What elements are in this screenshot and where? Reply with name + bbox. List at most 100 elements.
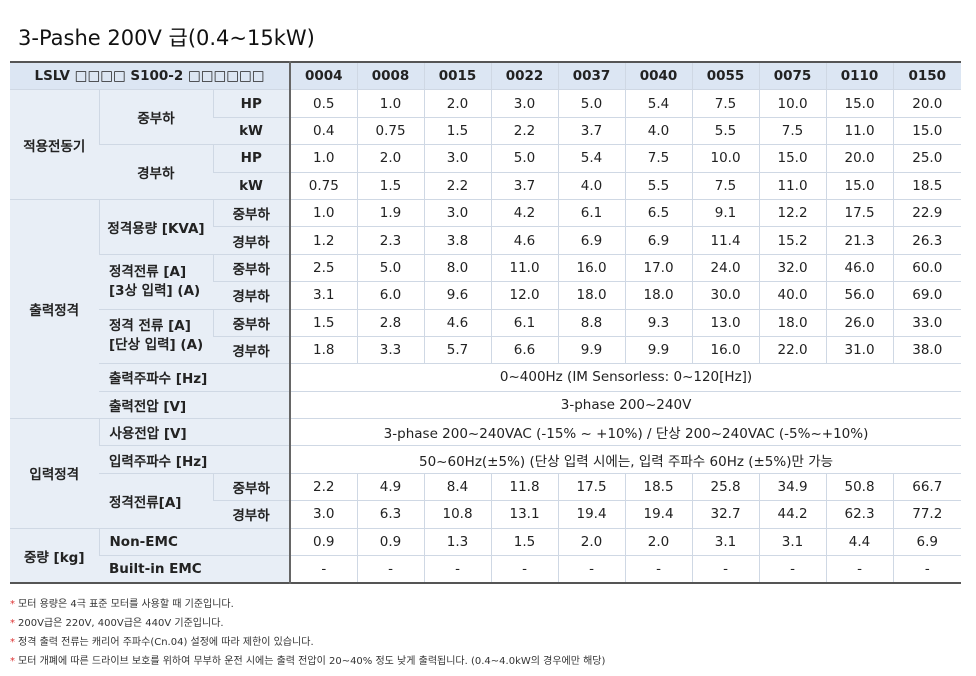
footnote: * 모터 개폐에 따른 드라이브 보호를 위하여 무부하 운전 시에는 출력 전압… bbox=[10, 652, 605, 671]
sub-label-rated-current-3ph: 정격전류 [A] [3상 입력] (A) bbox=[99, 254, 213, 310]
group-label-weight: 중량 [kg] bbox=[10, 528, 99, 584]
group-label-applied-motor: 적용전동기 bbox=[10, 89, 99, 200]
model-column-header: 0015 bbox=[423, 62, 492, 91]
table-cell: 11.0 bbox=[490, 254, 559, 283]
table-cell: 6.9 bbox=[892, 528, 962, 557]
table-cell: 17.5 bbox=[825, 199, 894, 228]
footnote-marker: * bbox=[10, 637, 15, 648]
table-row: 경부하 3.0 6.3 10.8 13.1 19.4 19.4 32.7 44.2 62.3 77… bbox=[10, 500, 962, 529]
table-cell: - bbox=[490, 555, 559, 584]
table-cell: 5.5 bbox=[691, 117, 760, 146]
table-cell: 3.0 bbox=[490, 89, 559, 118]
table-cell: 34.9 bbox=[758, 473, 827, 502]
table-cell: 5.0 bbox=[557, 89, 626, 118]
table-cell: 2.5 bbox=[289, 254, 358, 283]
table-cell: 50.8 bbox=[825, 473, 894, 502]
sub-label-builtin-emc: Built-in EMC bbox=[99, 555, 292, 584]
footnote-marker: * bbox=[10, 656, 15, 667]
table-cell: 3.0 bbox=[423, 199, 492, 228]
table-cell: 12.2 bbox=[758, 199, 827, 228]
table-cell: 25.8 bbox=[691, 473, 760, 502]
table-cell: 8.4 bbox=[423, 473, 492, 502]
table-cell: 1.5 bbox=[289, 309, 358, 337]
model-column-header: 0055 bbox=[691, 62, 760, 91]
table-cell: 4.0 bbox=[624, 117, 693, 146]
table-cell: - bbox=[825, 555, 894, 584]
sub-label-input-voltage: 사용전압 [V] bbox=[98, 418, 292, 447]
table-cell: 9.1 bbox=[691, 199, 760, 228]
table-cell: 30.0 bbox=[691, 281, 760, 310]
table-cell: - bbox=[624, 555, 693, 584]
duty-label-heavy: 경부하 bbox=[213, 336, 292, 365]
table-cell: - bbox=[289, 555, 358, 584]
input-frequency-value: 50~60Hz(±5%) (단상 입력 시에는, 입력 주파수 60Hz (±5… bbox=[289, 445, 962, 474]
table-cell: 18.0 bbox=[758, 309, 827, 337]
table-cell: 4.9 bbox=[356, 473, 425, 502]
table-cell: 3.1 bbox=[691, 528, 760, 557]
table-cell: - bbox=[691, 555, 760, 584]
table-cell: 21.3 bbox=[825, 226, 894, 255]
output-frequency-value: 0~400Hz (IM Sensorless: 0~120[Hz]) bbox=[289, 363, 962, 392]
model-column-header: 0008 bbox=[356, 62, 425, 91]
footnote: * 모터 용량은 4극 표준 모터를 사용할 때 기준입니다. bbox=[10, 595, 605, 614]
table-row: 출력전압 [V] 3-phase 200~240V bbox=[10, 391, 962, 420]
sub-label-heavy-duty: 경부하 bbox=[99, 144, 213, 200]
table-cell: 77.2 bbox=[892, 500, 962, 529]
table-cell: 3.1 bbox=[758, 528, 827, 557]
table-row: 정격 전류 [A] [단상 입력] (A) 중부하 1.5 2.8 4.6 6.1 8.… bbox=[10, 309, 962, 365]
table-cell: 8.8 bbox=[557, 309, 626, 337]
table-cell: 2.2 bbox=[289, 473, 358, 502]
table-cell: 19.4 bbox=[557, 500, 626, 529]
table-row: Built-in EMC ---------- bbox=[10, 555, 962, 584]
table-cell: 3.1 bbox=[289, 281, 358, 310]
table-cell: 20.0 bbox=[825, 144, 894, 173]
footnote-marker: * bbox=[10, 618, 15, 629]
table-cell: 18.0 bbox=[557, 281, 626, 310]
table-cell: - bbox=[356, 555, 425, 584]
table-cell: 5.0 bbox=[490, 144, 559, 173]
table-row: 경부하 1.8 3.3 5.7 6.6 9.9 9.9 16.0 22.0 31.0 38.0 bbox=[10, 336, 962, 365]
table-cell: 1.5 bbox=[356, 172, 425, 200]
table-cell: 15.0 bbox=[892, 117, 962, 146]
unit-label-kw: kW bbox=[213, 172, 292, 200]
table-cell: 6.9 bbox=[557, 226, 626, 255]
table-cell: 32.0 bbox=[758, 254, 827, 283]
table-cell: 4.6 bbox=[423, 309, 492, 337]
group-label-output-rating: 출력정격 bbox=[10, 199, 99, 420]
table-cell: 22.0 bbox=[758, 336, 827, 365]
table-cell: 16.0 bbox=[691, 336, 760, 365]
table-cell: 16.0 bbox=[557, 254, 626, 283]
footnotes: * 모터 용량은 4극 표준 모터를 사용할 때 기준입니다. * 200V급은 2… bbox=[10, 595, 605, 671]
table-row: 경부하 3.1 6.0 9.6 12.0 18.0 18.0 30.0 40.0 56.0 69.… bbox=[10, 281, 962, 310]
table-cell: 11.0 bbox=[758, 172, 827, 200]
table-cell: 3.3 bbox=[356, 336, 425, 365]
footnote: * 200V급은 220V, 400V급은 440V 기준입니다. bbox=[10, 614, 605, 633]
table-cell: 44.2 bbox=[758, 500, 827, 529]
table-cell: 1.9 bbox=[356, 199, 425, 228]
table-cell: 38.0 bbox=[892, 336, 962, 365]
table-cell: 2.0 bbox=[356, 144, 425, 173]
table-cell: 25.0 bbox=[892, 144, 962, 173]
duty-label-normal: 중부하 bbox=[212, 254, 292, 283]
table-cell: 2.2 bbox=[423, 172, 492, 200]
unit-label-kw: kW bbox=[213, 117, 292, 146]
table-cell: 62.3 bbox=[825, 500, 894, 529]
table-row: kW 0.75 1.5 2.2 3.7 4.0 5.5 7.5 11.0 15.0 18.5 bbox=[10, 172, 962, 200]
duty-label-heavy: 경부하 bbox=[213, 281, 292, 310]
table-row: 경부하 HP 1.0 2.0 3.0 5.0 5.4 7.5 10.0 15.0 20.0 25.… bbox=[10, 144, 962, 200]
duty-label-normal: 중부하 bbox=[212, 473, 292, 502]
table-cell: 1.0 bbox=[356, 89, 425, 118]
table-cell: 2.2 bbox=[490, 117, 559, 146]
table-cell: 11.4 bbox=[691, 226, 760, 255]
model-column-header: 0037 bbox=[557, 62, 626, 91]
table-cell: 3.7 bbox=[490, 172, 559, 200]
table-cell: 12.0 bbox=[490, 281, 559, 310]
table-cell: 56.0 bbox=[825, 281, 894, 310]
table-cell: 69.0 bbox=[892, 281, 962, 310]
table-cell: 5.7 bbox=[423, 336, 492, 365]
table-cell: 6.1 bbox=[490, 309, 559, 337]
table-cell: 2.0 bbox=[423, 89, 492, 118]
table-cell: 60.0 bbox=[892, 254, 962, 283]
footnote-text: 정격 출력 전류는 캐리어 주파수(Cn.04) 설정에 따라 제한이 있습니다… bbox=[18, 637, 314, 648]
table-cell: 6.3 bbox=[356, 500, 425, 529]
